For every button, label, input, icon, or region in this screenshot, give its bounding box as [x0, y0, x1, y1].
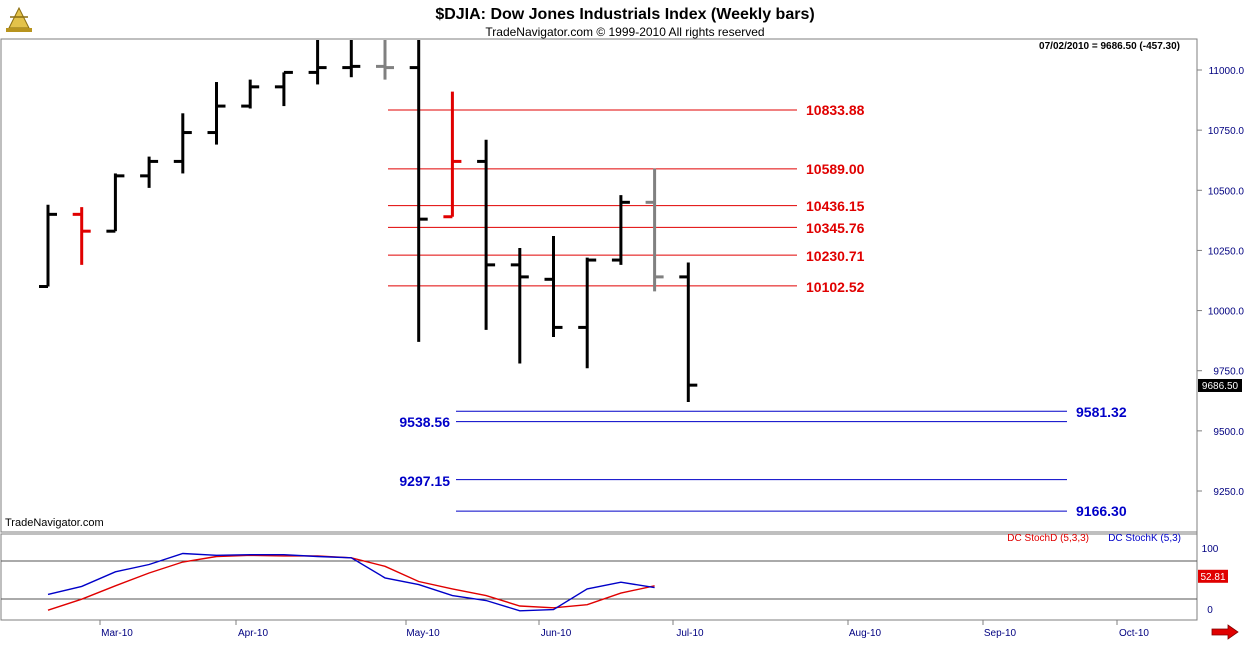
ohlc-bar — [443, 91, 462, 219]
ohlc-bar — [342, 40, 361, 78]
stoch-last-marker: 52.81 — [1198, 569, 1228, 583]
price-tick-label: 11000.0 — [1209, 66, 1245, 77]
time-tick-label: Sep-10 — [984, 628, 1017, 639]
stoch-last-label: 52.81 — [1200, 572, 1225, 583]
ohlc-bar — [207, 82, 226, 145]
resistance-label: 10833.88 — [806, 102, 865, 118]
ohlc-bars — [39, 40, 698, 402]
ohlc-bar — [611, 195, 630, 265]
price-tick-label: 10000.0 — [1208, 307, 1245, 318]
last-price-info: 07/02/2010 = 9686.50 (-457.30) — [1039, 41, 1180, 52]
price-tick-label: 9750.0 — [1213, 367, 1244, 378]
time-axis: Mar-10 Apr-10 May-10 Jun-10 Jul-10 Aug-10 Sep-… — [99, 620, 1149, 639]
ohlc-bar — [679, 262, 698, 402]
support-label: 9166.30 — [1076, 503, 1127, 519]
ohlc-bar — [274, 70, 293, 107]
resistance-label: 10102.52 — [806, 279, 865, 295]
time-tick-label: Aug-10 — [849, 628, 882, 639]
resistance-label: 10230.71 — [806, 248, 865, 264]
resistance-label: 10345.76 — [806, 220, 865, 236]
time-tick-label: Jul-10 — [676, 628, 704, 639]
resistance-label: 10589.00 — [806, 161, 865, 177]
ohlc-bar — [477, 139, 496, 330]
stoch-tick-label: 100 — [1202, 544, 1219, 555]
last-price-marker: 9686.50 — [1198, 378, 1242, 392]
ohlc-bar — [72, 207, 91, 265]
time-tick-label: Mar-10 — [101, 628, 133, 639]
time-tick-label: May-10 — [406, 628, 440, 639]
ohlc-bar — [173, 113, 192, 174]
support-label: 9538.56 — [399, 414, 450, 430]
stochastic-lines: 100 0 — [1, 544, 1219, 616]
ohlc-bar — [578, 257, 597, 369]
ohlc-bar — [140, 156, 159, 188]
chart-subtitle: TradeNavigator.com © 1999-2010 All right… — [485, 25, 764, 39]
price-axis: 11000.0 10750.0 10500.0 10250.0 10000.0 9750.… — [1197, 66, 1244, 498]
price-tick-label: 9500.0 — [1213, 427, 1244, 438]
ohlc-bar — [39, 204, 57, 289]
trade-navigator-logo-icon[interactable] — [3, 6, 35, 34]
ohlc-bar — [241, 79, 260, 109]
ohlc-bar — [544, 235, 563, 338]
ohlc-bar — [645, 168, 664, 292]
price-tick-label: 10500.0 — [1208, 186, 1245, 197]
stoch-k-line — [47, 552, 655, 612]
ohlc-bar — [510, 248, 529, 364]
stoch-tick-label: 0 — [1207, 605, 1213, 616]
support-label: 9297.15 — [399, 473, 450, 489]
ohlc-bar — [376, 40, 394, 80]
chart-title: $DJIA: Dow Jones Industrials Index (Week… — [435, 6, 814, 23]
ohlc-bar — [308, 40, 327, 85]
stoch-last-box — [1198, 569, 1228, 583]
price-tick-label: 10250.0 — [1208, 246, 1245, 257]
watermark: TradeNavigator.com — [5, 517, 104, 529]
last-price-box — [1198, 378, 1242, 392]
time-tick-label: Jun-10 — [541, 628, 572, 639]
time-tick-label: Apr-10 — [238, 628, 268, 639]
ohlc-bar — [409, 40, 428, 342]
scroll-right-arrow-icon[interactable] — [1211, 624, 1239, 640]
ohlc-bar — [106, 173, 125, 233]
level-lines: 10833.88 10589.00 10436.15 10345.76 10230.71… — [388, 102, 1127, 519]
price-tick-label: 10750.0 — [1208, 126, 1245, 137]
stoch-d-legend: DC StochD (5,3,3) — [1007, 533, 1089, 544]
time-tick-label: Oct-10 — [1119, 628, 1149, 639]
resistance-label: 10436.15 — [806, 198, 865, 214]
last-price-label: 9686.50 — [1202, 381, 1239, 392]
price-tick-label: 9250.0 — [1213, 487, 1244, 498]
stoch-k-legend: DC StochK (5,3) — [1108, 533, 1181, 544]
support-label: 9581.32 — [1076, 404, 1127, 420]
